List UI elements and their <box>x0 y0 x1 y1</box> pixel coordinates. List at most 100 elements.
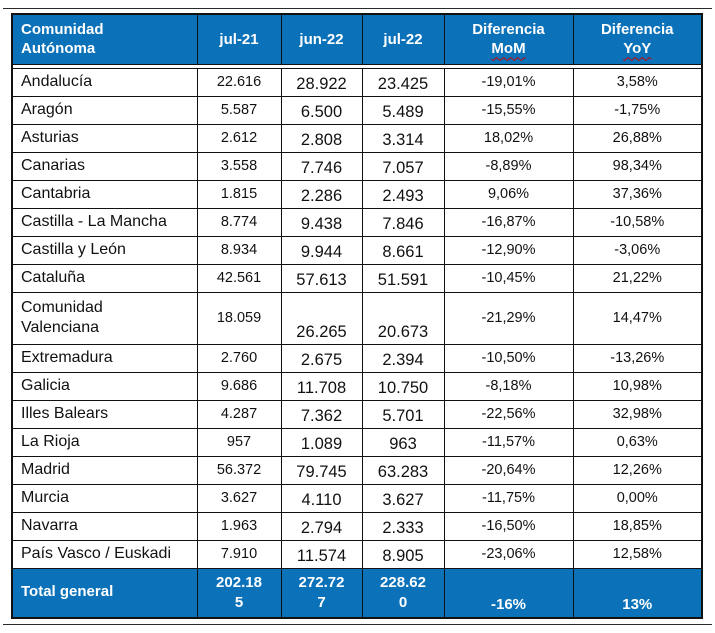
jun22-cell: 6.500 <box>280 95 363 125</box>
jul21-cell: 18.059 <box>196 291 282 345</box>
header-diff-yoy-word: YoY <box>623 40 652 58</box>
region-cell: País Vasco / Euskadi <box>11 539 198 569</box>
diff-mom-cell: -11,75% <box>443 483 574 513</box>
jul22-cell: 5.489 <box>361 95 445 125</box>
region-cell: Cantabria <box>11 179 198 209</box>
region-cell: Castilla y León <box>11 235 198 265</box>
table-row: Castilla - La Mancha 8.774 9.438 7.846 -… <box>11 207 703 237</box>
jul22-cell: 3.314 <box>361 123 445 153</box>
jul21-cell: 2.612 <box>196 123 282 153</box>
header-jul21: jul-21 <box>196 13 282 65</box>
diff-yoy-cell: 3,58% <box>572 67 703 97</box>
jun22-cell: 2.286 <box>280 179 363 209</box>
jun22-cell: 9.438 <box>280 207 363 237</box>
header-jun22: jun-22 <box>280 13 363 65</box>
diff-yoy-cell: 18,85% <box>572 511 703 541</box>
jul22-cell: 10.750 <box>361 371 445 401</box>
region-cell: Madrid <box>11 455 198 485</box>
jul22-cell: 2.493 <box>361 179 445 209</box>
jun22-cell: 9.944 <box>280 235 363 265</box>
diff-yoy-cell: 10,98% <box>572 371 703 401</box>
total-jul21-cell: 202.18 5 <box>196 567 282 619</box>
jul21-cell: 42.561 <box>196 263 282 293</box>
header-diff-mom-line1: Diferencia <box>472 20 545 38</box>
table-header-row: Comunidad Autónoma jul-21 jun-22 jul-22 … <box>11 13 703 65</box>
table-row: Galicia 9.686 11.708 10.750 -8,18% 10,98… <box>11 371 703 401</box>
diff-yoy-cell: 98,34% <box>572 151 703 181</box>
total-label-cell: Total general <box>11 567 198 619</box>
region-cell: Galicia <box>11 371 198 401</box>
diff-yoy-cell: 0,63% <box>572 427 703 457</box>
diff-mom-cell: -22,56% <box>443 399 574 429</box>
region-cell: Murcia <box>11 483 198 513</box>
table-row: Extremadura 2.760 2.675 2.394 -10,50% -1… <box>11 343 703 373</box>
region-cell: Aragón <box>11 95 198 125</box>
diff-mom-cell: 18,02% <box>443 123 574 153</box>
total-row: Total general 202.18 5 272.72 7 228.62 0… <box>11 567 703 619</box>
jul22-cell: 3.627 <box>361 483 445 513</box>
diff-yoy-cell: -13,26% <box>572 343 703 373</box>
region-cell: Navarra <box>11 511 198 541</box>
diff-yoy-cell: -3,06% <box>572 235 703 265</box>
table-row: Cataluña 42.561 57.613 51.591 -10,45% 21… <box>11 263 703 293</box>
diff-mom-cell: -8,18% <box>443 371 574 401</box>
jun22-cell: 79.745 <box>280 455 363 485</box>
regions-data-table: Comunidad Autónoma jul-21 jun-22 jul-22 … <box>11 13 703 619</box>
jun22-cell: 4.110 <box>280 483 363 513</box>
diff-mom-cell: -16,50% <box>443 511 574 541</box>
jul22-cell: 963 <box>361 427 445 457</box>
jul21-cell: 1.963 <box>196 511 282 541</box>
table-row: Illes Balears 4.287 7.362 5.701 -22,56% … <box>11 399 703 429</box>
jul22-cell: 23.425 <box>361 67 445 97</box>
jul21-cell: 7.910 <box>196 539 282 569</box>
header-diff-yoy-line1: Diferencia <box>600 20 674 38</box>
diff-yoy-cell: -1,75% <box>572 95 703 125</box>
diff-mom-cell: -21,29% <box>443 291 574 345</box>
diff-mom-cell: -8,89% <box>443 151 574 181</box>
jul22-cell: 8.905 <box>361 539 445 569</box>
diff-mom-cell: -11,57% <box>443 427 574 457</box>
header-diff-mom: Diferencia MoM <box>443 13 574 65</box>
region-cell: La Rioja <box>11 427 198 457</box>
diff-mom-cell: -12,90% <box>443 235 574 265</box>
diff-yoy-cell: 12,26% <box>572 455 703 485</box>
table-row: País Vasco / Euskadi 7.910 11.574 8.905 … <box>11 539 703 569</box>
table-row: La Rioja 957 1.089 963 -11,57% 0,63% <box>11 427 703 457</box>
jul21-cell: 957 <box>196 427 282 457</box>
diff-mom-cell: -15,55% <box>443 95 574 125</box>
diff-yoy-cell: 12,58% <box>572 539 703 569</box>
header-region: Comunidad Autónoma <box>11 13 198 65</box>
region-cell: Castilla - La Mancha <box>11 207 198 237</box>
top-rule <box>3 8 712 9</box>
diff-yoy-cell: -10,58% <box>572 207 703 237</box>
table-row: Navarra 1.963 2.794 2.333 -16,50% 18,85% <box>11 511 703 541</box>
jul21-cell: 1.815 <box>196 179 282 209</box>
table-row: Madrid 56.372 79.745 63.283 -20,64% 12,2… <box>11 455 703 485</box>
diff-mom-cell: -19,01% <box>443 67 574 97</box>
table-row: Asturias 2.612 2.808 3.314 18,02% 26,88% <box>11 123 703 153</box>
jun22-cell: 28.922 <box>280 67 363 97</box>
table-row: Andalucía 22.616 28.922 23.425 -19,01% 3… <box>11 67 703 97</box>
table-row: Murcia 3.627 4.110 3.627 -11,75% 0,00% <box>11 483 703 513</box>
jun22-cell: 57.613 <box>280 263 363 293</box>
diff-mom-cell: -20,64% <box>443 455 574 485</box>
jul21-cell: 9.686 <box>196 371 282 401</box>
table-row: Comunidad Valenciana 18.059 26.265 20.67… <box>11 291 703 345</box>
jul22-cell: 63.283 <box>361 455 445 485</box>
region-cell: Extremadura <box>11 343 198 373</box>
jul21-cell: 8.774 <box>196 207 282 237</box>
region-cell: Andalucía <box>11 67 198 97</box>
jul22-cell: 7.057 <box>361 151 445 181</box>
jun22-cell: 11.708 <box>280 371 363 401</box>
diff-yoy-cell: 37,36% <box>572 179 703 209</box>
jul22-cell: 51.591 <box>361 263 445 293</box>
jul21-cell: 3.627 <box>196 483 282 513</box>
diff-mom-cell: -10,45% <box>443 263 574 293</box>
jul22-cell: 20.673 <box>361 291 445 345</box>
table-row: Canarias 3.558 7.746 7.057 -8,89% 98,34% <box>11 151 703 181</box>
jul21-cell: 56.372 <box>196 455 282 485</box>
region-cell: Asturias <box>11 123 198 153</box>
diff-yoy-cell: 32,98% <box>572 399 703 429</box>
diff-mom-cell: -16,87% <box>443 207 574 237</box>
